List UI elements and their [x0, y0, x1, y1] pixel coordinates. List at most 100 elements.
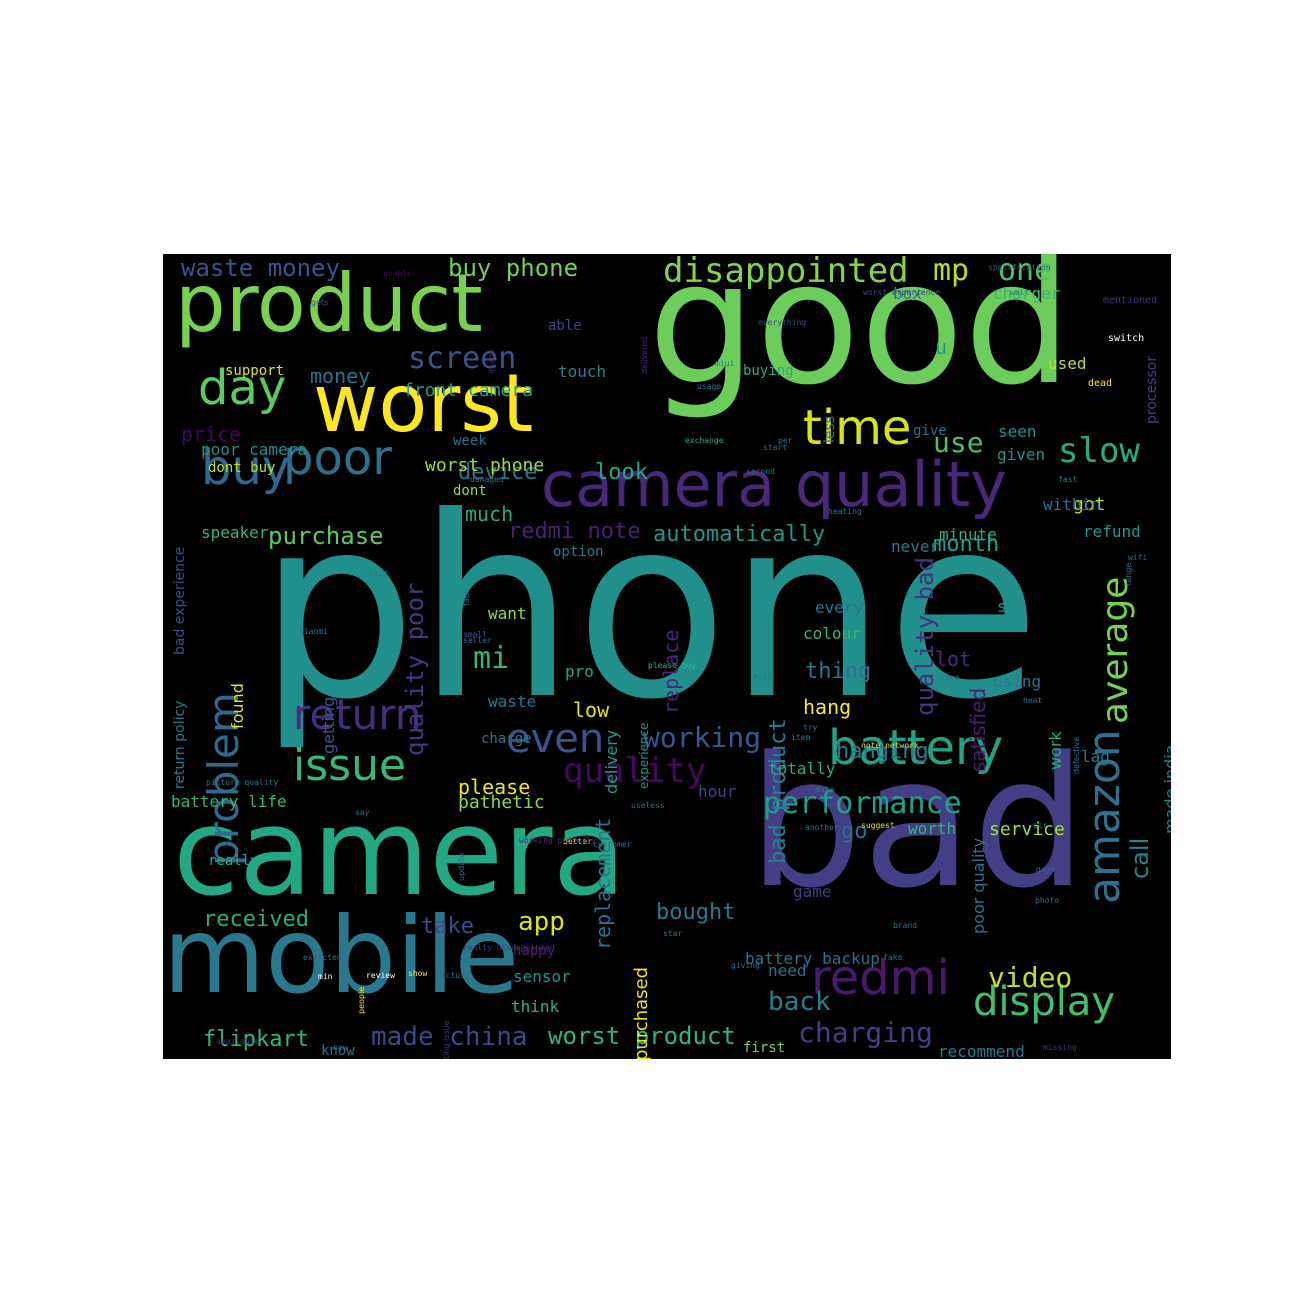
word-call: call [1126, 837, 1154, 879]
word-fast: fast [1058, 475, 1078, 484]
word-delivery: delivery [602, 729, 621, 794]
word-range: range [1124, 562, 1133, 586]
word-box: box [893, 284, 922, 303]
word-star: star [663, 929, 683, 938]
word-screen: screen [408, 341, 517, 376]
word-exchange: exchange [685, 436, 724, 445]
word-another: another [805, 823, 839, 832]
word-phone: phone [258, 463, 1041, 754]
word-got: got [1073, 494, 1106, 515]
word-min: min [318, 972, 333, 981]
word-video: video [988, 961, 1073, 994]
word-recommend: recommend [938, 1042, 1025, 1060]
word-experience: experience [637, 722, 651, 789]
word-bad-experience: bad experience [172, 546, 188, 655]
word-first: first [743, 1040, 786, 1056]
word-mobile: mobile [163, 895, 520, 1017]
word-slow: slow [1058, 431, 1140, 471]
word-u: u [935, 335, 948, 359]
word-support: support [225, 363, 285, 379]
word-lag: lag [1081, 747, 1110, 766]
word-sensor: sensor [513, 967, 571, 986]
word-know: know [321, 1043, 355, 1059]
word-really-disappointed: really disappointed [463, 943, 555, 952]
word-switch: switch [1108, 333, 1145, 344]
word-gets: gets [311, 298, 329, 307]
word-heat: heat [1023, 696, 1043, 705]
word-performance: performance [763, 786, 962, 821]
word-within: within [1043, 495, 1101, 514]
word-really: really [208, 853, 259, 869]
word-money: money [310, 364, 371, 388]
word-quality-bad: quality bad [911, 557, 939, 716]
word-option: option [553, 544, 604, 560]
word-issue: issue [293, 740, 407, 791]
word-giving: giving [731, 961, 760, 970]
word-new: new [333, 1043, 348, 1052]
word-useless: useless [631, 801, 665, 810]
word-show: show [408, 969, 428, 978]
word-bad: bad [748, 719, 1087, 928]
word-bad-product: bad product [766, 718, 791, 864]
word-need: need [768, 961, 807, 980]
word-take: take [421, 914, 474, 939]
word-unable: unable [383, 269, 412, 278]
word-redmi-note: redmi note [508, 519, 641, 544]
word-dead: dead [1088, 378, 1113, 389]
word-worst-experience: worst experience [863, 288, 941, 297]
word-delivered: delivered [640, 336, 649, 374]
word-defective: defective [1072, 736, 1081, 774]
word-every: every [815, 598, 864, 617]
word-lot: lot [935, 647, 972, 671]
word-second: second [746, 467, 775, 476]
word-people: people [357, 986, 366, 1014]
word-better: better [563, 837, 592, 846]
word-item: item [791, 733, 811, 742]
word-said: said [368, 569, 388, 578]
word-battery: battery [828, 720, 1004, 776]
word-colour: colour [803, 624, 861, 643]
word-well: well [1010, 288, 1030, 297]
word-month: month [933, 532, 1000, 557]
word-day: day [198, 360, 287, 416]
word-damaged: damaged [470, 475, 504, 484]
word-missing: missing [1043, 1043, 1077, 1052]
word-heating-issue: heating issue [442, 1020, 451, 1060]
word-worst: worst [313, 357, 534, 450]
word-pro: pro [565, 662, 594, 681]
word-customer: customer [593, 840, 632, 849]
word-one: one [998, 254, 1053, 288]
word-look: look [595, 460, 648, 485]
word-buy-phone: buy phone [448, 254, 579, 282]
word-please: please [458, 775, 531, 799]
word-never: never [891, 537, 940, 556]
word-flipkart: flipkart [203, 1027, 309, 1052]
word-plr: plr [1033, 821, 1048, 830]
word-start: start [763, 443, 788, 452]
word-poor-camera: poor camera [201, 440, 307, 459]
word-bought: bought [656, 900, 736, 925]
word-picture: picture [436, 971, 470, 980]
word-xiaomi: xiaomi [299, 627, 328, 636]
word-miui: miui [715, 359, 735, 368]
word-please-buy: please buy [648, 661, 697, 670]
word-hang: hang [803, 695, 852, 719]
word-automatically: automatically [653, 522, 826, 547]
word-quality-poor: quality poor [401, 582, 429, 756]
word-use: use [933, 426, 984, 459]
word-device: device [458, 460, 538, 485]
word-usage: usage [697, 382, 722, 391]
word-getting: getting [319, 696, 338, 754]
word-able: able [548, 318, 582, 334]
word-heating: heating [828, 507, 862, 516]
word-try: try [803, 723, 818, 732]
word-brand: brand [893, 921, 918, 930]
word-processor: processor [1144, 355, 1160, 424]
word-charge: charge [481, 731, 532, 747]
word-thing: thing [805, 659, 872, 684]
word-say: say [355, 808, 370, 817]
word-waste-money: waste money [181, 254, 340, 282]
word-expected: expected [303, 953, 342, 962]
word-dont: dont [453, 483, 487, 499]
word-much: much [465, 502, 514, 526]
